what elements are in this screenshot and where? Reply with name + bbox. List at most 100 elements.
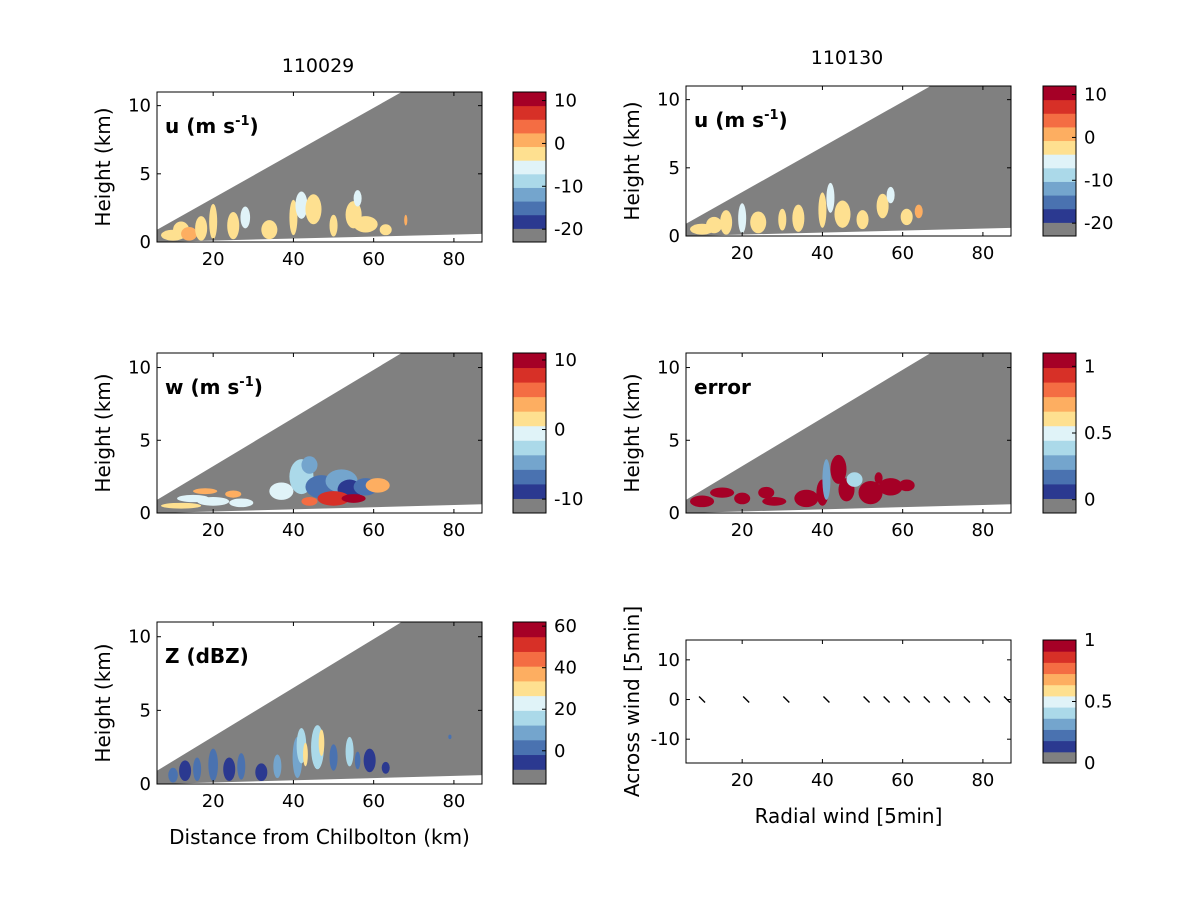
- colorbar-swatch: [1043, 126, 1076, 142]
- data-cell: [778, 208, 787, 231]
- colorbar-swatch: [1043, 411, 1076, 427]
- data-cell: [227, 212, 240, 240]
- radar-beam: [686, 86, 1011, 236]
- colorbar-swatch: [513, 725, 546, 741]
- y-tick-label: 0: [669, 690, 680, 711]
- x-tick-label: 60: [362, 791, 385, 812]
- data-cell: [858, 481, 883, 505]
- colorbar-tick-label: -10: [1084, 170, 1113, 191]
- x-tick-label: 80: [442, 791, 465, 812]
- panel-w-110029: 20 40 60 80 0 5 10 Height (km) w (m s-1) 10 0 -10: [91, 350, 583, 541]
- data-cell: [720, 210, 733, 235]
- x-tick-label: 40: [282, 520, 305, 541]
- panel-label-superscript: -1: [764, 108, 778, 123]
- data-cell: [229, 498, 254, 508]
- y-tick-label: 10: [657, 90, 680, 111]
- colorbar-swatch: [513, 454, 546, 470]
- x-tick-label: 40: [811, 520, 834, 541]
- wind-arrow: [903, 696, 911, 704]
- data-cell: [381, 761, 390, 774]
- data-cell: [301, 497, 318, 506]
- y-tick-label: 5: [669, 430, 680, 451]
- data-cell: [365, 478, 390, 493]
- y-tick-label: 0: [140, 503, 151, 524]
- x-tick-label: 40: [282, 249, 305, 270]
- panel-label: error: [694, 375, 751, 399]
- x-axis-label: Distance from Chilbolton (km): [169, 825, 470, 849]
- panel-z-110029: 20 40 60 80 0 5 10 Height (km) Distance from Chi…: [91, 616, 577, 849]
- colorbar-swatch: [513, 353, 546, 369]
- x-tick-label: 80: [442, 520, 465, 541]
- colorbar-swatch: [1043, 483, 1076, 499]
- data-cell: [179, 760, 192, 782]
- data-cell: [762, 497, 787, 506]
- colorbar-swatch: [513, 710, 546, 726]
- x-tick-label: 40: [282, 791, 305, 812]
- data-cell: [750, 211, 767, 234]
- data-cell: [193, 757, 202, 782]
- colorbar-frame: [512, 621, 547, 785]
- wind-arrow: [883, 696, 891, 704]
- colorbar-swatch: [513, 754, 546, 770]
- colorbar: 10 0 -10: [512, 350, 583, 514]
- colorbar-tick-label: -10: [554, 489, 583, 510]
- wind-arrow: [963, 696, 971, 704]
- data-cell: [318, 729, 325, 757]
- colorbar-tick-label: 1: [1084, 630, 1095, 651]
- colorbar-tick-label: 10: [1084, 85, 1107, 106]
- data-cell: [345, 736, 354, 767]
- x-tick-label: 80: [971, 770, 994, 791]
- data-cell: [379, 224, 392, 236]
- data-cell: [223, 757, 236, 782]
- colorbar-swatch: [1043, 751, 1076, 764]
- colorbar-swatch: [513, 367, 546, 383]
- wind-arrow: [863, 696, 871, 704]
- colorbar-swatch: [1043, 695, 1076, 708]
- data-cell: [834, 200, 851, 228]
- data-cell: [240, 206, 251, 229]
- colorbar-tick-label: 1: [1084, 356, 1095, 377]
- data-cell: [354, 751, 361, 770]
- y-tick-label: 0: [140, 774, 151, 795]
- colorbar-swatch: [1043, 469, 1076, 485]
- y-axis-label: Height (km): [91, 107, 115, 226]
- axes-frame: [685, 352, 1012, 514]
- data-cell: [181, 227, 198, 241]
- radar-beam: [157, 92, 482, 242]
- radar-beam: [686, 353, 1011, 513]
- wind-arrow: [698, 696, 706, 704]
- colorbar-swatch: [513, 425, 546, 441]
- colorbar-swatch: [513, 146, 546, 161]
- column-title-right: 110130: [811, 47, 884, 69]
- y-tick-label: 10: [657, 650, 680, 671]
- data-cell: [734, 492, 751, 505]
- column-title-left: 110029: [282, 55, 355, 77]
- colorbar-tick-label: 0.5: [1084, 692, 1113, 713]
- data-cell: [273, 754, 282, 779]
- wind-arrow: [822, 696, 830, 704]
- y-tick-label: 10: [128, 358, 151, 379]
- colorbar-tick-label: 20: [554, 699, 577, 720]
- axes-frame: [156, 352, 483, 514]
- y-axis-label: Height (km): [91, 643, 115, 762]
- colorbar-swatch: [513, 440, 546, 456]
- colorbar-swatch: [513, 469, 546, 485]
- colorbar-swatch: [513, 636, 546, 652]
- data-cell: [353, 216, 378, 233]
- x-tick-label: 60: [891, 520, 914, 541]
- colorbar: 10 0 -10 -20: [512, 91, 583, 243]
- beam-wedge: [686, 353, 1011, 513]
- data-cell: [329, 744, 338, 771]
- data-cell: [209, 203, 218, 240]
- data-cell: [830, 454, 847, 484]
- panel-label-end: ): [779, 108, 788, 132]
- colorbar-swatch: [513, 92, 546, 107]
- data-cell: [878, 478, 903, 496]
- axes-frame: [685, 639, 1012, 764]
- colorbar-tick-label: -20: [554, 219, 583, 240]
- colorbar-swatch: [513, 411, 546, 427]
- y-tick-label: 0: [669, 503, 680, 524]
- colorbar-swatch: [513, 382, 546, 398]
- x-tick-label: 20: [731, 770, 754, 791]
